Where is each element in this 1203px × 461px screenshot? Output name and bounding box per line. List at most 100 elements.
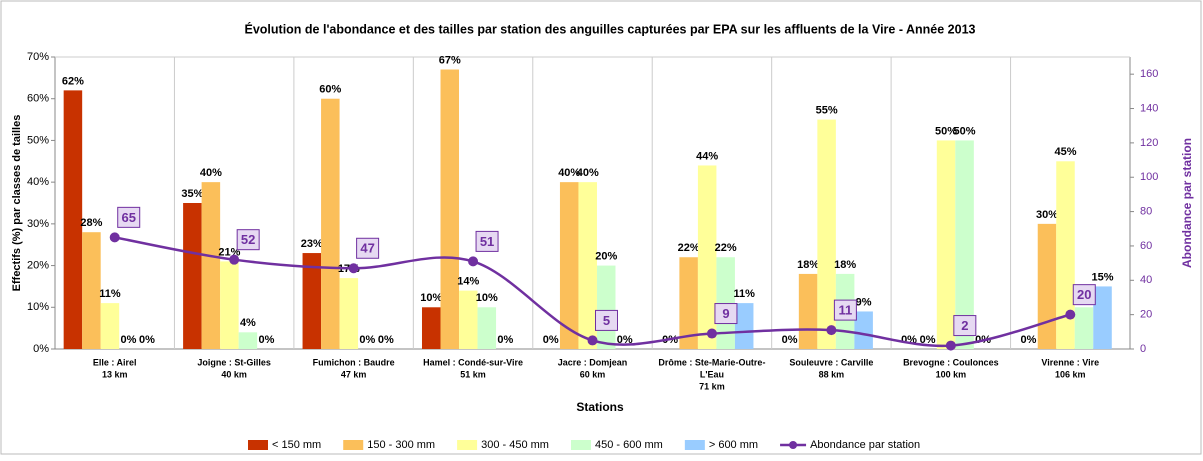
y2-tick-label: 80 bbox=[1140, 205, 1152, 217]
bar-label: 55% bbox=[816, 104, 838, 116]
bar bbox=[100, 303, 120, 349]
line-label: 2 bbox=[961, 318, 968, 333]
legend-swatch bbox=[789, 441, 798, 449]
legend-swatch bbox=[343, 440, 364, 450]
bar-label: 10% bbox=[420, 292, 442, 304]
bar-label: 15% bbox=[1092, 271, 1114, 283]
line-marker bbox=[587, 335, 598, 346]
line-marker bbox=[826, 325, 837, 336]
legend-label: 300 - 450 mm bbox=[481, 439, 549, 451]
line-label-box bbox=[236, 229, 260, 251]
bar bbox=[955, 140, 974, 349]
bar-label: 11% bbox=[99, 288, 121, 300]
bar-label: 0% bbox=[617, 334, 633, 346]
y-tick-label: 20% bbox=[27, 259, 49, 271]
chart-title: Évolution de l'abondance et des tailles … bbox=[245, 21, 976, 36]
x-tick-label: 100 km bbox=[936, 369, 967, 379]
bar bbox=[798, 273, 818, 349]
bar bbox=[936, 140, 956, 349]
bar bbox=[559, 182, 579, 349]
bar-label: 40% bbox=[200, 167, 222, 179]
legend-label: 450 - 600 mm bbox=[595, 439, 663, 451]
line-label-box bbox=[595, 309, 618, 331]
y-tick-label: 40% bbox=[27, 176, 49, 188]
x-axis-title: Stations bbox=[576, 400, 624, 414]
line-label: 5 bbox=[603, 313, 610, 328]
line-label: 47 bbox=[360, 241, 374, 256]
line-marker bbox=[1065, 309, 1076, 320]
line-label: 9 bbox=[722, 306, 729, 321]
x-tick-label: 40 km bbox=[221, 369, 247, 379]
bar-label: 0% bbox=[121, 334, 137, 346]
line-label-box bbox=[475, 230, 499, 252]
bar-label: 28% bbox=[80, 217, 102, 229]
line-label-box bbox=[356, 237, 380, 259]
y-tick-label: 50% bbox=[27, 134, 49, 146]
bar-label: 67% bbox=[439, 54, 461, 66]
legend-swatch bbox=[457, 440, 478, 450]
bar bbox=[596, 265, 616, 349]
bar-label: 40% bbox=[577, 167, 599, 179]
line-label: 51 bbox=[480, 234, 494, 249]
bar bbox=[734, 303, 754, 349]
bar bbox=[459, 290, 478, 349]
bar-label: 23% bbox=[301, 238, 323, 250]
x-tick-label: Joigne : St-Gilles bbox=[197, 357, 271, 367]
bar-label: 4% bbox=[240, 317, 256, 329]
line-label-box bbox=[833, 299, 857, 321]
bar-label: 35% bbox=[181, 188, 203, 200]
bar bbox=[421, 307, 441, 349]
y-tick-label: 30% bbox=[27, 218, 49, 230]
y-tick-label: 0% bbox=[33, 343, 49, 355]
x-tick-label: Fumichon : Baudre bbox=[313, 357, 395, 367]
y2-tick-label: 0 bbox=[1140, 343, 1146, 355]
x-tick-label: 106 km bbox=[1055, 369, 1086, 379]
x-tick-label: Souleuvre : Carville bbox=[789, 357, 873, 367]
bar-label: 62% bbox=[62, 75, 84, 87]
bar-label: 0% bbox=[378, 334, 394, 346]
bar bbox=[578, 182, 597, 349]
bar bbox=[183, 203, 202, 349]
line-marker bbox=[706, 328, 717, 339]
y2-tick-label: 60 bbox=[1140, 240, 1152, 252]
line-marker bbox=[348, 263, 359, 274]
y2-tick-label: 20 bbox=[1140, 309, 1152, 321]
line-marker bbox=[229, 254, 240, 265]
x-tick-label: 13 km bbox=[102, 369, 128, 379]
bar-label: 0% bbox=[139, 334, 155, 346]
bar bbox=[201, 182, 221, 349]
x-tick-label: 88 km bbox=[819, 369, 845, 379]
bar bbox=[339, 278, 359, 349]
legend-swatch bbox=[248, 440, 268, 450]
bar bbox=[697, 165, 717, 349]
bar-label: 0% bbox=[497, 334, 513, 346]
bar-label: 22% bbox=[678, 242, 700, 254]
y2-tick-label: 40 bbox=[1140, 274, 1152, 286]
legend-label: 150 - 300 mm bbox=[367, 439, 435, 451]
legend-label: > 600 mm bbox=[709, 439, 758, 451]
x-tick-label: 51 km bbox=[460, 369, 486, 379]
bar-label: 0% bbox=[920, 334, 936, 346]
legend-label: < 150 mm bbox=[272, 439, 321, 451]
bar bbox=[817, 119, 836, 349]
line-label: 20 bbox=[1077, 287, 1091, 302]
bar bbox=[1056, 161, 1075, 349]
bar bbox=[440, 69, 460, 349]
bar bbox=[1093, 286, 1112, 349]
bar-label: 20% bbox=[595, 250, 617, 262]
y2-axis-title: Abondance par station bbox=[1180, 138, 1194, 268]
bar-label: 18% bbox=[834, 259, 856, 271]
x-tick-label: 71 km bbox=[699, 381, 725, 391]
x-tick-label: 47 km bbox=[341, 369, 367, 379]
bar bbox=[477, 307, 497, 349]
bar-label: 18% bbox=[797, 259, 819, 271]
bar bbox=[63, 90, 83, 349]
line-label: 11 bbox=[839, 303, 853, 318]
y-axis-title: Effectifs (%) par classes de tailles bbox=[11, 115, 23, 292]
x-tick-label: Virenne : Vire bbox=[1041, 357, 1099, 367]
line-marker bbox=[109, 232, 120, 243]
x-tick-label: 60 km bbox=[580, 369, 606, 379]
bar-label: 14% bbox=[457, 276, 479, 288]
line-marker bbox=[468, 256, 479, 267]
